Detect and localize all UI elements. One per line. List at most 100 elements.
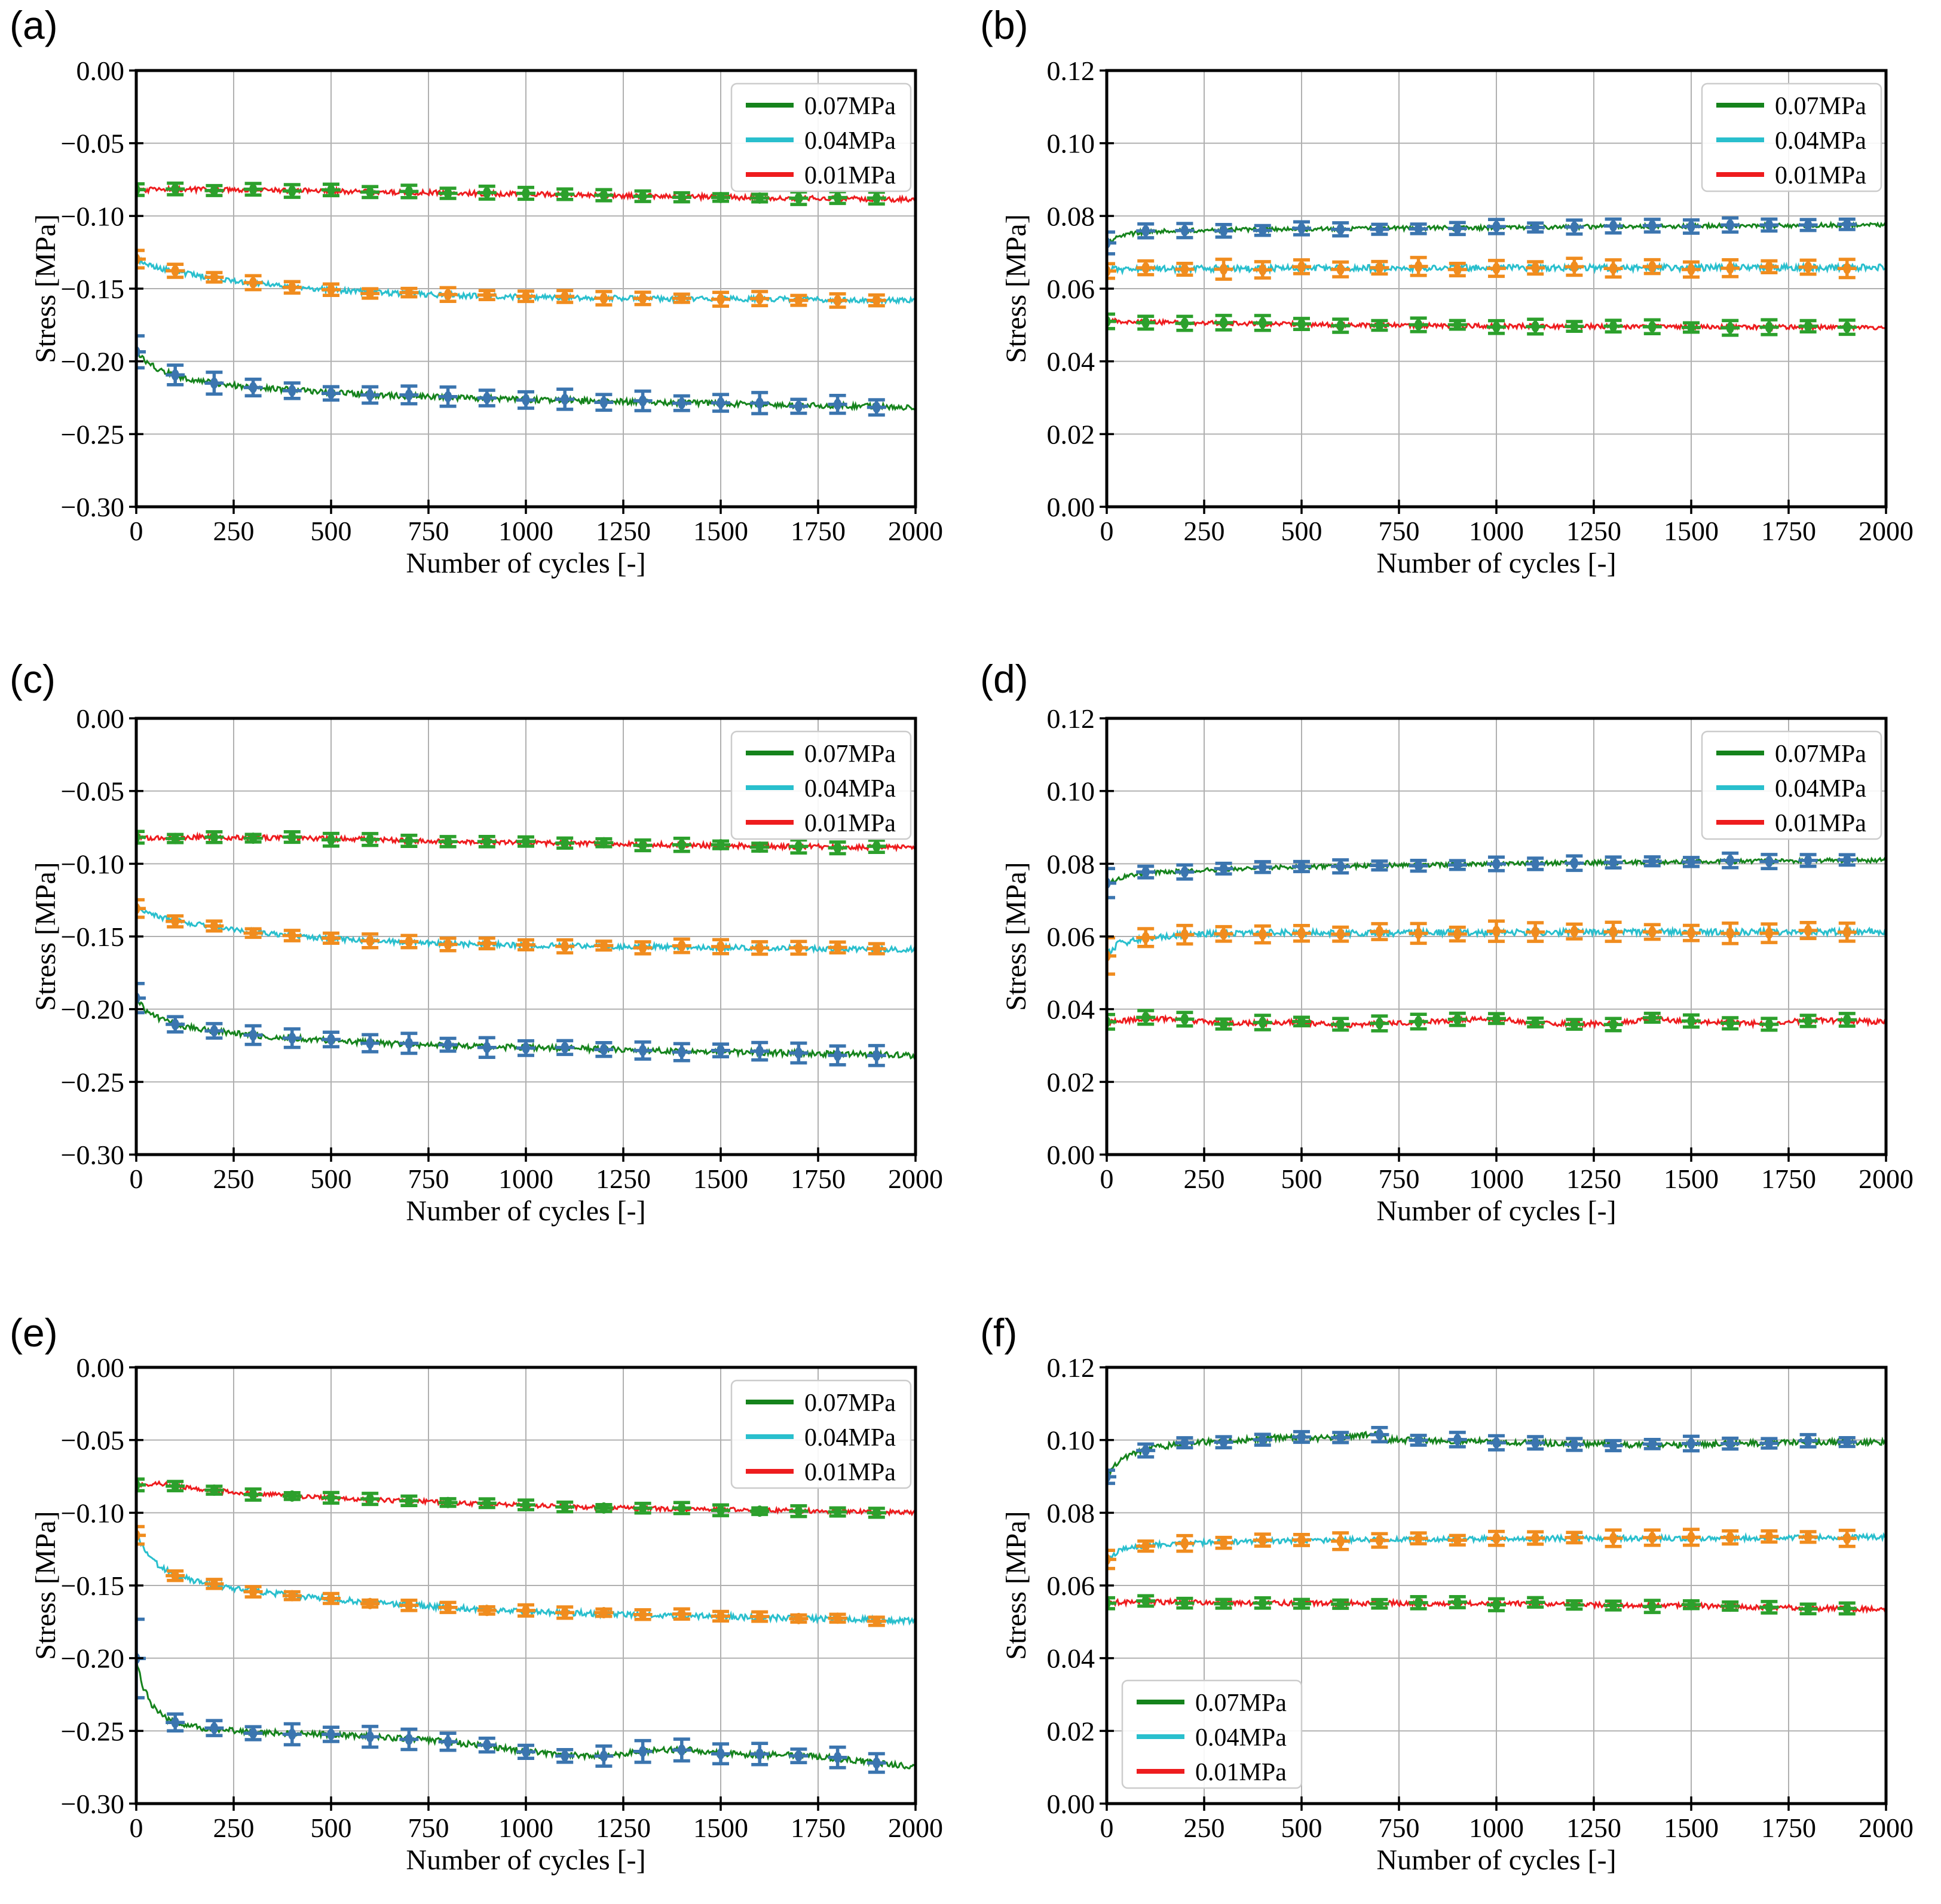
svg-text:0.08: 0.08 (1047, 201, 1095, 231)
svg-text:−0.30: −0.30 (61, 1789, 124, 1819)
svg-text:1000: 1000 (1469, 516, 1524, 546)
svg-text:1750: 1750 (1761, 516, 1816, 546)
panel-d: (d) 0 250 500 750 1000 1250 1500 1750 2000 0.00 0.… (970, 635, 1941, 1269)
panel-d-letter: (d) (980, 657, 1028, 701)
errorbars-0.07MPa (136, 334, 886, 417)
legend-label: 0.07MPa (1195, 1689, 1287, 1717)
panel-e: (e) 0 250 500 750 1000 1250 1500 1750 2000 0.00 −0… (0, 1269, 970, 1904)
svg-text:1500: 1500 (693, 1813, 748, 1843)
svg-text:−0.30: −0.30 (61, 492, 124, 522)
svg-text:−0.25: −0.25 (61, 1716, 124, 1746)
svg-text:500: 500 (1281, 1164, 1322, 1194)
legend-label: 0.01MPa (1775, 810, 1866, 837)
tick-marks (129, 717, 917, 1162)
legend: 0.07MPa 0.04MPa 0.01MPa (1701, 730, 1882, 840)
svg-text:0.00: 0.00 (1047, 1140, 1095, 1170)
svg-text:−0.10: −0.10 (61, 1498, 124, 1528)
svg-text:1000: 1000 (498, 1813, 553, 1843)
legend: 0.07MPa 0.04MPa 0.01MPa (730, 82, 912, 192)
y-axis-label: Stress [MPa] (1000, 862, 1032, 1011)
gridlines (1107, 71, 1886, 507)
svg-text:250: 250 (213, 1164, 255, 1194)
svg-text:500: 500 (1281, 1813, 1322, 1843)
svg-text:0: 0 (130, 1813, 143, 1843)
y-axis-label: Stress [MPa] (30, 1511, 62, 1660)
errorbars-0.01MPa (1107, 312, 1857, 337)
svg-text:0.00: 0.00 (76, 1352, 125, 1383)
x-axis-label: Number of cycles [-] (406, 1195, 645, 1227)
svg-text:750: 750 (1379, 516, 1420, 546)
series-0.07MPa (1107, 216, 1886, 256)
panel-f-letter: (f) (980, 1311, 1018, 1355)
tick-marks (1100, 1366, 1887, 1811)
svg-text:250: 250 (1184, 1164, 1225, 1194)
tick-marks (129, 1366, 917, 1811)
svg-text:1750: 1750 (791, 516, 846, 546)
svg-text:250: 250 (213, 1813, 255, 1843)
svg-text:500: 500 (311, 1813, 352, 1843)
errorbars-0.07MPa (1107, 216, 1857, 256)
series-0.07MPa (136, 982, 916, 1067)
series-0.01MPa (136, 1477, 916, 1519)
series-0.04MPa (1107, 919, 1886, 976)
svg-text:750: 750 (1379, 1164, 1420, 1194)
series-0.04MPa (136, 249, 916, 309)
panel-c-chart: 0 250 500 750 1000 1250 1500 1750 2000 0.00 −0.05 −… (30, 703, 943, 1227)
legend-label: 0.07MPa (804, 93, 896, 120)
x-axis-label: Number of cycles [-] (1376, 1844, 1616, 1876)
errorbars-0.07MPa (136, 982, 886, 1067)
svg-text:2000: 2000 (1859, 1813, 1914, 1843)
svg-text:1250: 1250 (596, 1813, 651, 1843)
legend-label: 0.07MPa (1775, 740, 1866, 768)
x-axis-label: Number of cycles [-] (406, 1844, 645, 1876)
svg-text:1250: 1250 (1566, 516, 1621, 546)
x-axis-label: Number of cycles [-] (1376, 1195, 1616, 1227)
panel-b-letter: (b) (980, 3, 1028, 47)
legend-label: 0.01MPa (804, 162, 896, 189)
svg-text:−0.15: −0.15 (61, 1571, 124, 1601)
legend-label: 0.04MPa (804, 127, 896, 155)
svg-text:1500: 1500 (693, 1164, 748, 1194)
tick-labels: 0 250 500 750 1000 1250 1500 1750 2000 0.00 0.02 0.… (1047, 1352, 1914, 1843)
svg-text:0.12: 0.12 (1047, 56, 1095, 86)
svg-text:0.08: 0.08 (1047, 1498, 1095, 1528)
tick-labels: 0 250 500 750 1000 1250 1500 1750 2000 0.00 0.02 0.… (1047, 56, 1914, 546)
svg-text:0.06: 0.06 (1047, 922, 1095, 952)
svg-text:−0.10: −0.10 (61, 849, 124, 879)
svg-text:−0.20: −0.20 (61, 1643, 124, 1674)
panel-e-letter: (e) (10, 1311, 58, 1355)
svg-text:1250: 1250 (1566, 1813, 1621, 1843)
svg-text:0.00: 0.00 (76, 703, 125, 734)
svg-text:0.08: 0.08 (1047, 849, 1095, 879)
gridlines (1107, 718, 1886, 1155)
legend-label: 0.01MPa (1195, 1759, 1287, 1786)
legend: 0.07MPa 0.04MPa 0.01MPa (730, 1379, 912, 1489)
panel-a-chart: 0 250 500 750 1000 1250 1500 1750 2000 0.00 −0.05 −… (30, 56, 943, 579)
series-0.07MPa (136, 1617, 916, 1774)
tick-labels: 0 250 500 750 1000 1250 1500 1750 2000 0.00 −0.05 −… (61, 56, 943, 546)
legend-label: 0.04MPa (804, 1424, 896, 1452)
svg-text:750: 750 (408, 1813, 449, 1843)
svg-text:0.12: 0.12 (1047, 703, 1095, 734)
svg-text:−0.15: −0.15 (61, 274, 124, 304)
series-0.01MPa (1107, 1594, 1886, 1616)
errorbars-0.01MPa (136, 829, 886, 856)
tick-marks (1100, 717, 1887, 1162)
svg-text:1750: 1750 (791, 1813, 846, 1843)
legend-label: 0.07MPa (804, 1389, 896, 1417)
svg-text:1000: 1000 (498, 1164, 553, 1194)
errorbars-0.04MPa (1107, 1528, 1857, 1571)
tick-marks (129, 69, 917, 514)
svg-text:−0.20: −0.20 (61, 994, 124, 1025)
svg-text:−0.05: −0.05 (61, 1425, 124, 1456)
errorbars-0.07MPa (1107, 1425, 1857, 1485)
svg-text:0.02: 0.02 (1047, 419, 1095, 449)
panel-c-letter: (c) (10, 657, 56, 701)
svg-text:0.04: 0.04 (1047, 347, 1095, 377)
svg-text:1250: 1250 (596, 1164, 651, 1194)
y-axis-label: Stress [MPa] (1000, 214, 1032, 363)
series-0.01MPa (1107, 1009, 1886, 1033)
errorbars-0.01MPa (1107, 1594, 1857, 1616)
series-0.07MPa (1107, 1425, 1886, 1485)
svg-text:750: 750 (1379, 1813, 1420, 1843)
